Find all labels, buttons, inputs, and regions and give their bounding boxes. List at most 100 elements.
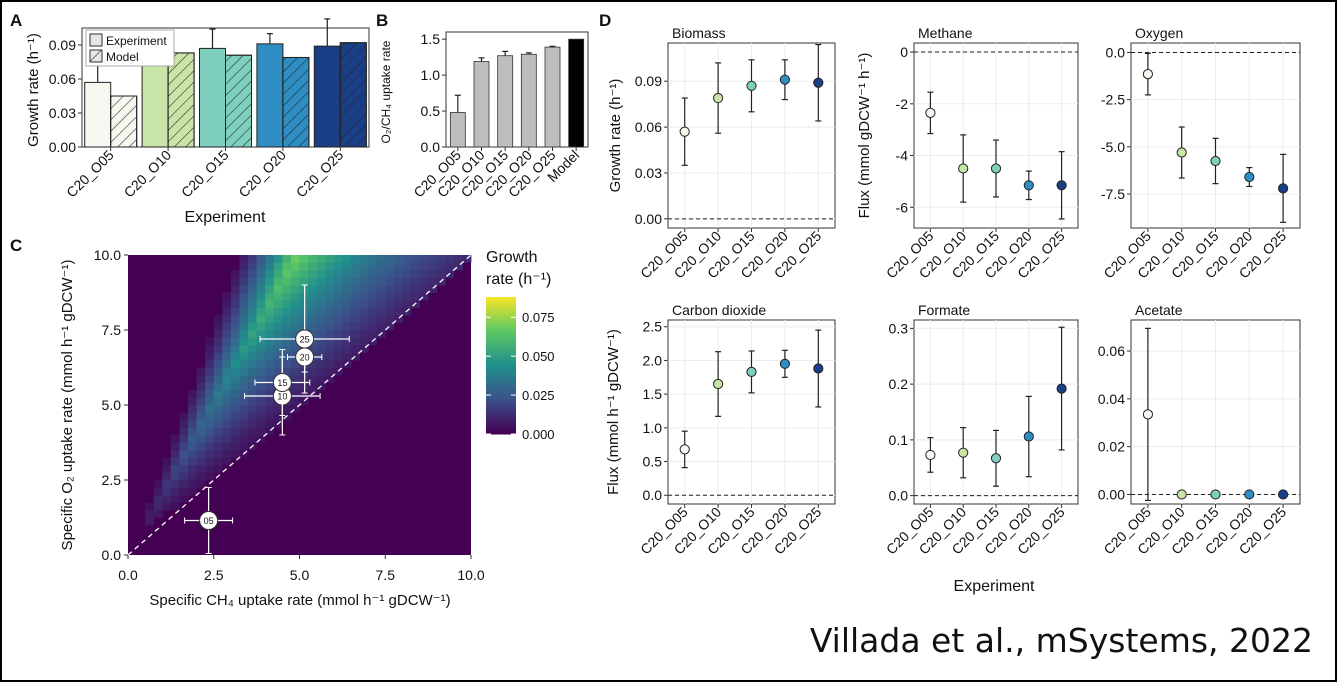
panel-d-acetate-point	[1176, 489, 1187, 500]
panel-a-ytick-label: 0.00	[49, 139, 76, 155]
panel-c-ytick-label: 0.0	[102, 547, 122, 563]
panel-c-heatmap-cell	[230, 367, 240, 376]
panel-c-heatmap-cell	[325, 315, 335, 323]
panel-c-colorbar-step	[486, 357, 516, 361]
panel-c-heatmap-cell	[256, 322, 266, 331]
panel-c-colorbar-step	[486, 431, 516, 435]
panel-c-colorbar-step	[486, 384, 516, 388]
panel-c-heatmap-cell	[248, 345, 258, 353]
panel-c-heatmap-cell	[410, 270, 420, 278]
panel-d-acetate-point	[1142, 409, 1154, 420]
panel-c-colorbar-step	[486, 423, 516, 427]
panel-d-biomass-title: Biomass	[672, 25, 726, 41]
panel-c-heatmap-cell	[308, 375, 318, 383]
panel-d-biomass-point	[713, 92, 724, 104]
panel-a-ytick-label: 0.09	[49, 37, 76, 53]
panel-c-heatmap-cell	[230, 270, 240, 278]
panel-c-heatmap-cell	[419, 270, 429, 278]
panel-c-heatmap-cell	[342, 322, 352, 331]
panel-d-acetate-ytick-label: 0.04	[1098, 391, 1125, 407]
panel-c-heatmap-cell	[282, 285, 292, 293]
panel-c-heatmap-cell	[230, 277, 240, 286]
panel-c-heatmap-cell	[290, 307, 300, 316]
panel-c-heatmap-cell	[350, 345, 360, 353]
panel-c-colorbar-step	[486, 425, 516, 430]
panel-c-heatmap-cell	[265, 382, 275, 391]
panel-c-colorbar-step	[486, 329, 516, 334]
panel-c-heatmap-cell	[342, 352, 352, 361]
panel-d-oxygen-point	[1244, 171, 1255, 183]
panel-c-heatmap-cell	[162, 480, 172, 488]
panel-d-carbon-dioxide-point	[779, 358, 791, 369]
panel-c-colorbar-step	[486, 417, 516, 421]
panel-c-heatmap-cell	[196, 435, 206, 443]
panel-c-heatmap-cell	[359, 285, 369, 293]
panel-c-heatmap-cell	[248, 405, 258, 413]
panel-c-legend-title-line2: rate (h⁻¹)	[486, 271, 551, 288]
panel-c-heatmap-cell	[333, 307, 343, 316]
panel-c-heatmap-cell	[419, 285, 429, 293]
panel-c-heatmap-cell	[256, 375, 266, 383]
panel-c-heatmap-cell	[308, 292, 318, 301]
panel-c-heatmap-cell	[359, 255, 369, 263]
panel-c-heatmap-cell	[350, 337, 360, 346]
panel-c-heatmap-cell	[205, 450, 215, 458]
panel-c-heatmap-cell	[213, 390, 223, 398]
panel-c-heatmap-cell	[205, 337, 215, 346]
panel-c-heatmap-cell	[282, 292, 292, 301]
panel-c-heatmap-cell	[239, 420, 249, 428]
panel-c-heatmap-cell	[333, 262, 343, 271]
panel-c-heatmap-cell	[350, 255, 360, 263]
panel-c-heatmap-cell	[153, 487, 163, 496]
panel-a-ytick-label: 0.06	[49, 71, 76, 87]
panel-d-xlabel: Experiment	[954, 578, 1035, 595]
panel-a-bar-experiment	[199, 47, 226, 148]
panel-c-colorbar-label: 0.025	[522, 388, 555, 403]
panel-a-bar-model-hatch	[167, 52, 195, 148]
panel-c-xlabel: Specific CH₄ uptake rate (mmol h⁻¹ gDCW⁻…	[149, 592, 450, 609]
panel-c-heatmap-cell	[213, 322, 223, 331]
panel-c-heatmap-cell	[213, 465, 223, 473]
panel-c-heatmap-cell	[196, 427, 206, 436]
panel-c-heatmap-cell	[368, 255, 378, 263]
panel-c-heatmap-cell	[188, 397, 197, 406]
panel-c-heatmap-cell	[342, 330, 352, 338]
panel-c-heatmap-cell	[239, 255, 249, 263]
panel-c-heatmap-cell	[239, 367, 249, 376]
panel-c-heatmap-cell	[316, 322, 326, 331]
panel-c-heatmap-cell	[213, 420, 223, 428]
panel-c-heatmap-cell	[162, 465, 172, 473]
panel-d-methane-ylabel: Flux (mmol gDCW⁻¹ h⁻¹)	[856, 53, 873, 219]
panel-c-heatmap-cell	[308, 307, 318, 316]
panel-c-heatmap-cell	[230, 337, 240, 346]
panel-c-heatmap-cell	[248, 300, 258, 308]
panel-c-heatmap-cell	[350, 330, 360, 338]
panel-c-heatmap-cell	[265, 330, 275, 338]
panel-c-heatmap-cell	[256, 427, 266, 436]
panel-a-bar-experiment	[256, 43, 284, 148]
panel-c-heatmap-cell	[205, 360, 215, 368]
panel-c-heatmap-cell	[376, 270, 386, 278]
panel-c-heatmap-cell	[316, 285, 326, 293]
panel-c-heatmap-cell	[170, 435, 180, 443]
panel-d-acetate-ytick-label: 0.06	[1098, 343, 1125, 359]
panel-c-heatmap-cell	[222, 330, 232, 338]
panel-c-heatmap-cell	[342, 307, 352, 316]
citation-text: Villada et al., mSystems, 2022	[809, 621, 1313, 660]
panel-c-heatmap-cell	[333, 285, 343, 293]
panel-c-heatmap-cell	[239, 300, 249, 308]
panel-c-heatmap-cell	[273, 352, 283, 361]
panel-c-heatmap-cell	[239, 307, 249, 316]
panel-c-heatmap-cell	[308, 255, 318, 263]
panel-c-heatmap-cell	[265, 367, 275, 376]
panel-c-colorbar-step	[486, 335, 516, 339]
panel-a-bar-model-hatch	[282, 56, 310, 148]
panel-c-heatmap-cell	[213, 367, 223, 376]
panel-c-heatmap-cell	[230, 360, 240, 368]
panel-c-xtick-label: 5.0	[290, 567, 310, 583]
panel-c-heatmap-cell	[265, 420, 275, 428]
panel-d-formate-ytick-label: 0.0	[889, 488, 909, 504]
panel-a-legend-swatch-experiment	[89, 33, 103, 47]
panel-c-heatmap-cell	[316, 345, 326, 353]
panel-c-colorbar-step	[486, 338, 516, 342]
